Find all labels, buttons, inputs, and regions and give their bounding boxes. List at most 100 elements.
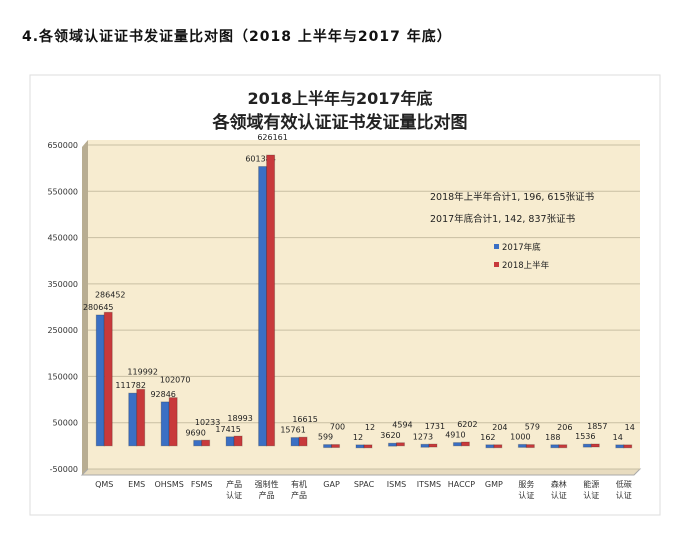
bar-2018h1 (233, 435, 243, 447)
data-label: 102070 (160, 376, 191, 385)
bar-2018h1 (168, 397, 178, 447)
legend-label: 2017年底 (502, 242, 541, 253)
x-tick-label: 能源 (583, 479, 599, 489)
data-label: 1000 (510, 432, 530, 441)
bar-2018h1 (103, 311, 113, 447)
bar-2017 (420, 443, 430, 448)
x-tick-label: EMS (128, 480, 145, 489)
bar-2018h1 (590, 443, 600, 448)
x-tick-label: OHSMS (154, 480, 183, 489)
bar-2018h1 (525, 444, 535, 449)
bar-2018h1 (363, 444, 373, 449)
x-tick-label: 产品 (259, 490, 275, 500)
x-tick-label: QMS (95, 480, 113, 489)
x-tick-label: 认证 (518, 490, 534, 500)
data-label: 15761 (280, 426, 305, 435)
bar-2017 (550, 444, 560, 449)
section-heading: 4.各领域认证证书发证量比对图（2018 上半年与2017 年底） (22, 29, 452, 45)
data-label: 188 (545, 433, 560, 442)
data-label: 111782 (115, 381, 146, 390)
data-label: 206 (557, 423, 572, 432)
data-label: 1731 (425, 422, 445, 431)
x-tick-label: 森林 (551, 479, 567, 489)
x-tick-label: FSMS (191, 480, 213, 489)
data-label: 599 (318, 433, 333, 442)
bar-2017 (160, 401, 170, 447)
data-label: 204 (492, 423, 507, 432)
bar-2018h1 (460, 441, 470, 447)
y-tick-label: 350000 (47, 280, 78, 289)
x-tick-label: 产品 (291, 490, 307, 500)
legend-swatch (494, 262, 499, 267)
x-tick-label: 认证 (551, 490, 567, 500)
data-label: 626161 (257, 133, 288, 142)
bar-2018h1 (493, 444, 503, 449)
x-tick-label: 有机 (291, 479, 307, 489)
data-label: 9690 (185, 428, 205, 437)
data-label: 1857 (587, 422, 607, 431)
y-tick-label: 150000 (47, 372, 78, 381)
y-tick-label: 650000 (47, 141, 78, 150)
bar-2017 (615, 444, 625, 449)
bar-2017 (290, 437, 300, 447)
x-tick-label: 强制性 (255, 479, 279, 489)
x-tick-label: 认证 (616, 490, 632, 500)
y-tick-label: 50000 (53, 419, 78, 428)
bar-2018h1 (136, 388, 146, 447)
bar-2017 (387, 442, 397, 447)
bar-2017 (517, 443, 527, 448)
x-tick-label: 认证 (583, 490, 599, 500)
y-tick-label: 250000 (47, 326, 78, 335)
x-tick-label: ITSMS (417, 480, 441, 489)
data-label: 6202 (457, 420, 477, 429)
x-tick-label: 认证 (226, 490, 242, 500)
bar-2017 (225, 436, 235, 447)
data-label: 601384 (245, 155, 276, 164)
bar-2018h1 (395, 442, 405, 447)
bar-2018h1 (331, 444, 341, 449)
bar-2018h1 (298, 436, 308, 447)
x-tick-label: 产品 (226, 479, 242, 489)
chart-title: 各领域有效认证证书发证量比对图 (212, 112, 468, 133)
total-annotation: 2018年上半年合计1, 196, 615张证书 (430, 191, 595, 203)
x-tick-label: 低碳 (616, 479, 632, 489)
y-tick-label: 550000 (47, 187, 78, 196)
plot-wall (82, 140, 88, 475)
data-label: 1536 (575, 432, 595, 441)
bar-2017 (323, 444, 333, 449)
data-label: 12 (353, 433, 363, 442)
bar-2017 (128, 392, 138, 447)
data-label: 14 (613, 433, 623, 442)
x-tick-label: GAP (323, 480, 340, 489)
bar-2017 (485, 444, 495, 449)
data-label: 92846 (150, 390, 175, 399)
x-tick-label: ISMS (387, 480, 406, 489)
plot-area (88, 140, 640, 469)
data-label: 579 (525, 423, 540, 432)
bar-2018h1 (558, 444, 568, 449)
bar-2018h1 (428, 443, 438, 448)
data-label: 280645 (83, 303, 114, 312)
bar-2017 (582, 443, 592, 448)
x-tick-label: HACCP (448, 480, 476, 489)
x-tick-label: 服务 (518, 479, 534, 489)
data-label: 286452 (95, 290, 126, 299)
legend-swatch (494, 244, 499, 249)
data-label: 4910 (445, 431, 465, 440)
data-label: 16615 (292, 415, 317, 424)
x-tick-label: SPAC (354, 480, 375, 489)
bar-2017 (258, 166, 268, 447)
bar-2018h1 (201, 439, 211, 447)
plot-floor (80, 468, 642, 476)
data-label: 4594 (392, 421, 412, 430)
data-label: 14 (625, 423, 635, 432)
data-label: 3620 (380, 431, 400, 440)
data-label: 17415 (215, 425, 240, 434)
bar-2017 (193, 439, 203, 447)
chart-title: 2018上半年与2017年底 (247, 89, 432, 108)
data-label: 18993 (227, 414, 252, 423)
y-tick-label: 450000 (47, 234, 78, 243)
data-label: 162 (480, 433, 495, 442)
bar-2018h1 (266, 154, 276, 447)
